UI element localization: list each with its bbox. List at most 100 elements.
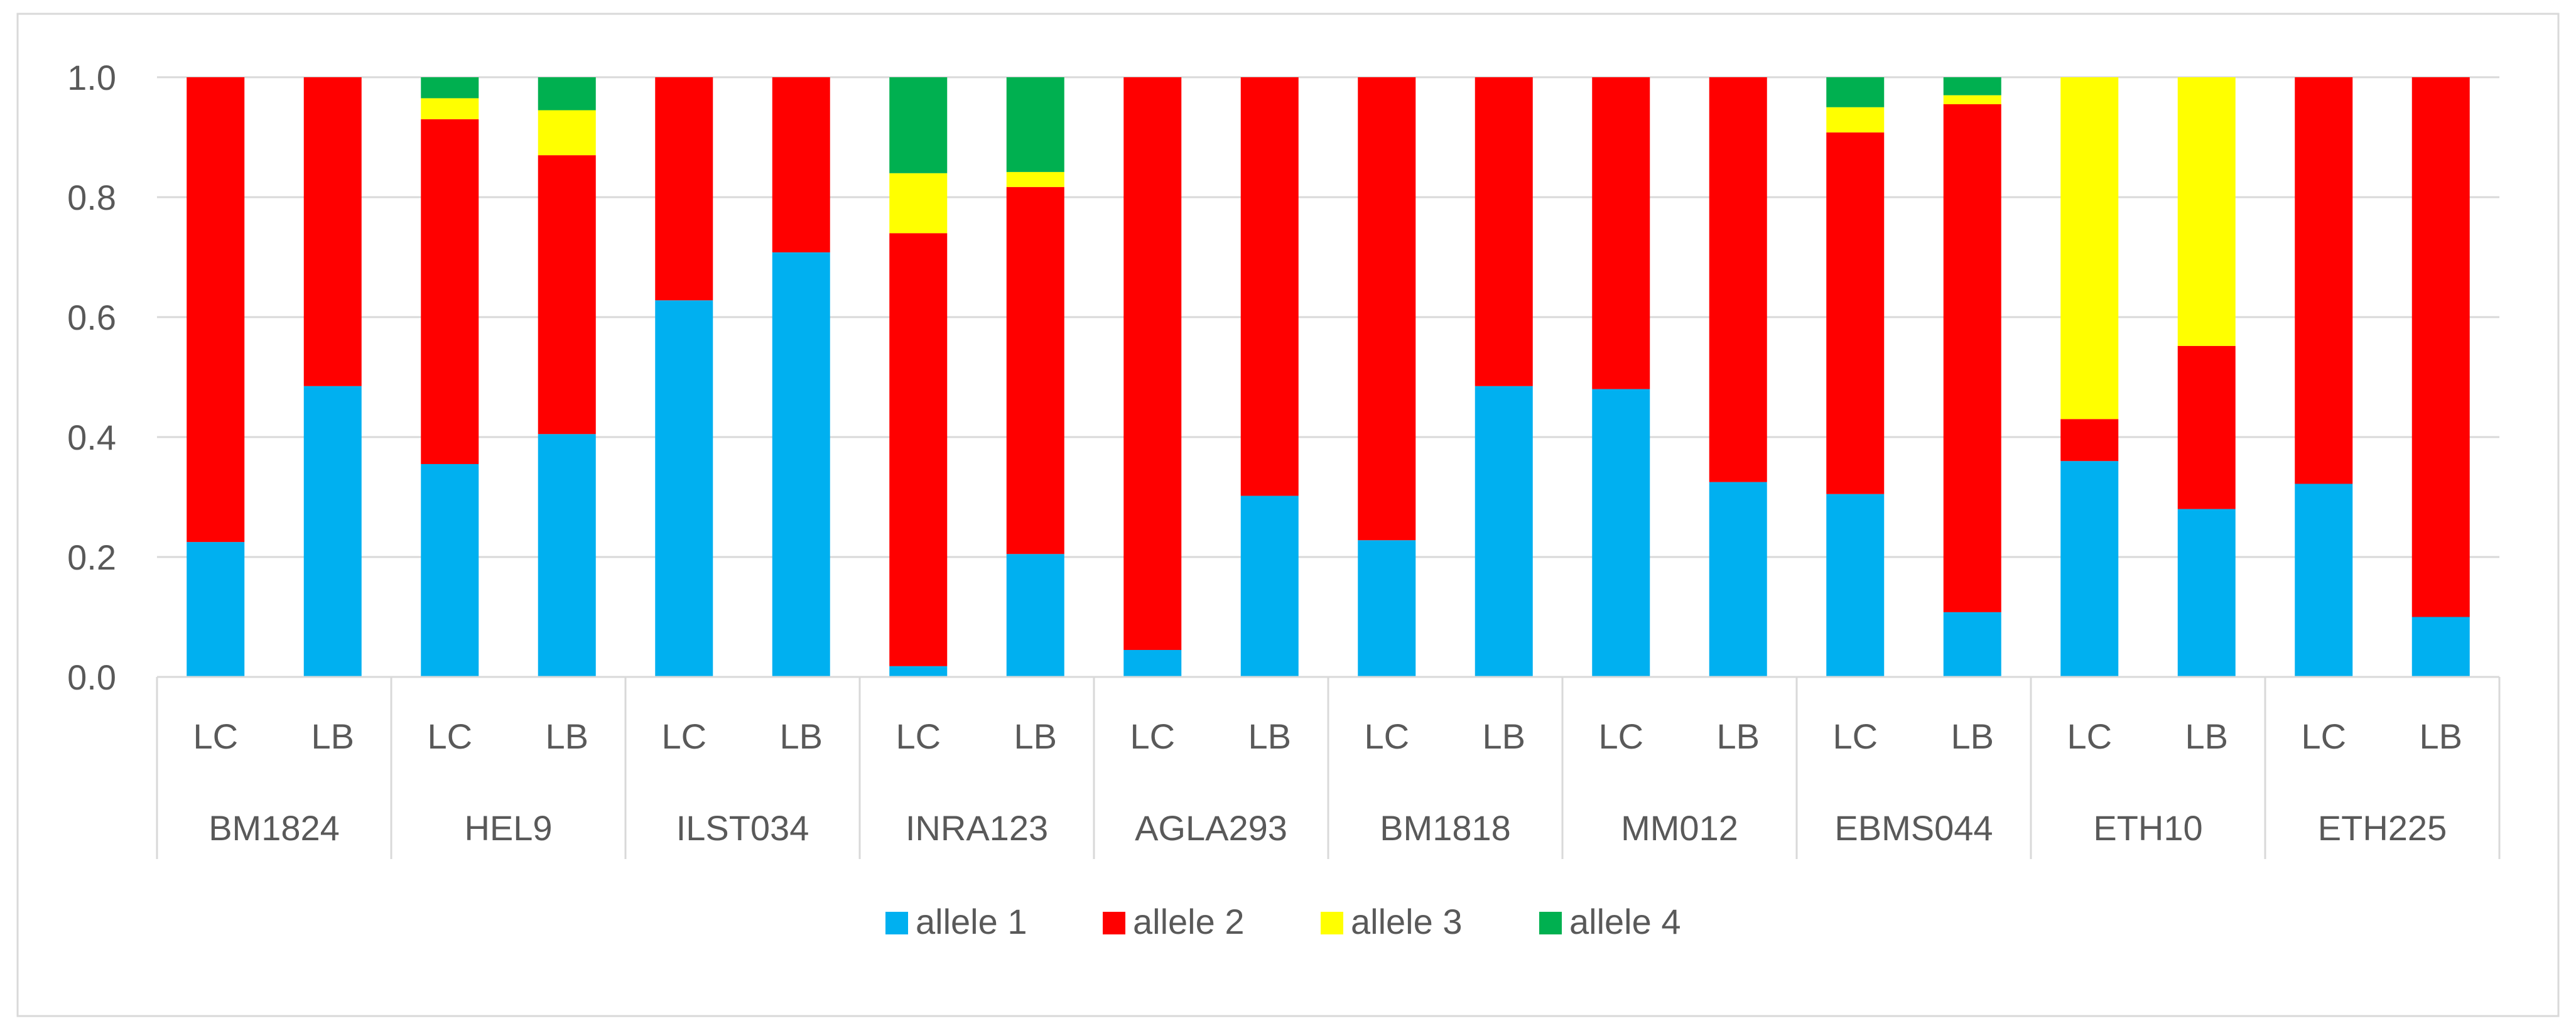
bar-segment-allele-2 bbox=[2060, 419, 2119, 462]
bar-segment-allele-2 bbox=[1240, 77, 1299, 496]
bar-segment-allele-3 bbox=[421, 98, 479, 119]
bar-segment-allele-1 bbox=[1240, 495, 1299, 677]
bar-segment-allele-1 bbox=[1123, 650, 1182, 677]
bar-segment-allele-2 bbox=[1826, 132, 1885, 494]
bar-segment-allele-4 bbox=[1826, 77, 1885, 107]
x-axis bbox=[156, 676, 2501, 859]
bar-segment-allele-2 bbox=[1943, 104, 2001, 612]
x-group-label: HEL9 bbox=[464, 808, 552, 848]
x-subcategory-label: LB bbox=[311, 717, 355, 756]
bar-segment-allele-3 bbox=[889, 173, 948, 234]
legend-swatch bbox=[1539, 912, 1562, 934]
x-group-label: EBMS044 bbox=[1834, 808, 1993, 848]
x-subcategory-label: LC bbox=[427, 717, 472, 756]
bar-segment-allele-2 bbox=[1592, 77, 1650, 389]
x-subcategory-label: LB bbox=[1248, 717, 1292, 756]
x-subcategory-label: LC bbox=[2067, 717, 2112, 756]
legend-swatch bbox=[1103, 912, 1125, 934]
bar-segment-allele-3 bbox=[1826, 107, 1885, 133]
bar-segment-allele-1 bbox=[1475, 386, 1533, 677]
x-subcategory-label: LC bbox=[193, 717, 238, 756]
x-subcategory-label: LC bbox=[1364, 717, 1409, 756]
bar-segment-allele-1 bbox=[2295, 484, 2353, 677]
bar-segment-allele-1 bbox=[2060, 461, 2119, 677]
bar-segment-allele-2 bbox=[187, 77, 245, 543]
y-tick-label: 0.2 bbox=[67, 538, 116, 577]
bar-segment-allele-1 bbox=[889, 666, 948, 677]
bar-segment-allele-2 bbox=[772, 77, 830, 252]
x-subcategory-label: LB bbox=[780, 717, 823, 756]
x-axis-labels: LC LB BM1824 LC LB HEL9 LC LB ILST034 LC LB INRA123… bbox=[193, 717, 2462, 848]
x-subcategory-label: LB bbox=[2185, 717, 2229, 756]
x-subcategory-label: LB bbox=[2420, 717, 2463, 756]
bar-segment-allele-1 bbox=[1592, 389, 1650, 677]
bar-segment-allele-2 bbox=[538, 155, 596, 435]
y-tick-label: 0.6 bbox=[67, 298, 116, 337]
legend-swatch bbox=[1321, 912, 1343, 934]
bar-segment-allele-3 bbox=[1006, 171, 1064, 187]
bar-segment-allele-4 bbox=[1006, 77, 1064, 172]
x-subcategory-label: LB bbox=[1483, 717, 1526, 756]
x-subcategory-label: LB bbox=[1717, 717, 1760, 756]
bar-segment-allele-2 bbox=[889, 233, 948, 666]
bar-segment-allele-1 bbox=[1709, 482, 1767, 677]
x-group-label: AGLA293 bbox=[1135, 808, 1287, 848]
x-subcategory-label: LC bbox=[1130, 717, 1175, 756]
bar-segment-allele-1 bbox=[655, 300, 713, 677]
x-subcategory-label: LC bbox=[1598, 717, 1643, 756]
bar-segment-allele-2 bbox=[421, 119, 479, 464]
x-group-label: MM012 bbox=[1621, 808, 1738, 848]
bar-segment-allele-3 bbox=[2177, 77, 2236, 346]
x-group-label: ETH10 bbox=[2093, 808, 2202, 848]
bar-segment-allele-1 bbox=[303, 386, 362, 677]
bar-segment-allele-2 bbox=[1358, 77, 1416, 541]
x-group-label: BM1824 bbox=[208, 808, 340, 848]
bar-segment-allele-1 bbox=[187, 542, 245, 677]
bar-segment-allele-1 bbox=[1826, 494, 1885, 677]
bar-segment-allele-4 bbox=[538, 77, 596, 111]
y-tick-label: 1.0 bbox=[67, 58, 116, 97]
bar-segment-allele-1 bbox=[1358, 540, 1416, 677]
legend-label: allele 3 bbox=[1351, 902, 1462, 941]
bar-segment-allele-2 bbox=[1123, 77, 1182, 651]
x-subcategory-label: LC bbox=[661, 717, 706, 756]
x-subcategory-label: LC bbox=[2301, 717, 2346, 756]
bar-segment-allele-2 bbox=[2411, 77, 2470, 617]
bar-segment-allele-1 bbox=[2177, 509, 2236, 677]
bar-segment-allele-2 bbox=[1475, 77, 1533, 386]
bar-segment-allele-4 bbox=[889, 77, 948, 173]
legend-label: allele 2 bbox=[1133, 902, 1244, 941]
bar-segment-allele-3 bbox=[2060, 77, 2119, 419]
bar-segment-allele-4 bbox=[421, 77, 479, 99]
bar-segment-allele-1 bbox=[421, 463, 479, 677]
bar-segment-allele-3 bbox=[538, 110, 596, 156]
bar-segment-allele-2 bbox=[655, 77, 713, 301]
x-subcategory-label: LC bbox=[896, 717, 941, 756]
legend-label: allele 4 bbox=[1569, 902, 1680, 941]
y-tick-label: 0.4 bbox=[67, 418, 116, 457]
x-group-label: ILST034 bbox=[676, 808, 809, 848]
y-tick-label: 0.8 bbox=[67, 178, 116, 217]
legend-swatch bbox=[885, 912, 908, 934]
bar-segment-allele-2 bbox=[2177, 345, 2236, 509]
legend: allele 1 allele 2 allele 3 allele 4 bbox=[885, 902, 1680, 941]
bar-segment-allele-4 bbox=[1943, 77, 2001, 95]
x-subcategory-label: LC bbox=[1832, 717, 1878, 756]
bar-segment-allele-1 bbox=[1943, 612, 2001, 677]
bar-segment-allele-1 bbox=[1006, 554, 1064, 677]
bar-segment-allele-2 bbox=[1006, 187, 1064, 554]
bar-segment-allele-3 bbox=[1943, 95, 2001, 104]
x-group-label: ETH225 bbox=[2318, 808, 2447, 848]
y-tick-label: 0.0 bbox=[67, 657, 116, 697]
bar-segment-allele-1 bbox=[538, 434, 596, 677]
bar-segment-allele-1 bbox=[772, 252, 830, 677]
x-group-label: INRA123 bbox=[906, 808, 1048, 848]
x-subcategory-label: LB bbox=[546, 717, 589, 756]
bar-series bbox=[187, 77, 2470, 677]
bar-segment-allele-1 bbox=[2411, 617, 2470, 677]
x-subcategory-label: LB bbox=[1014, 717, 1058, 756]
x-group-label: BM1818 bbox=[1380, 808, 1511, 848]
legend-label: allele 1 bbox=[916, 902, 1027, 941]
